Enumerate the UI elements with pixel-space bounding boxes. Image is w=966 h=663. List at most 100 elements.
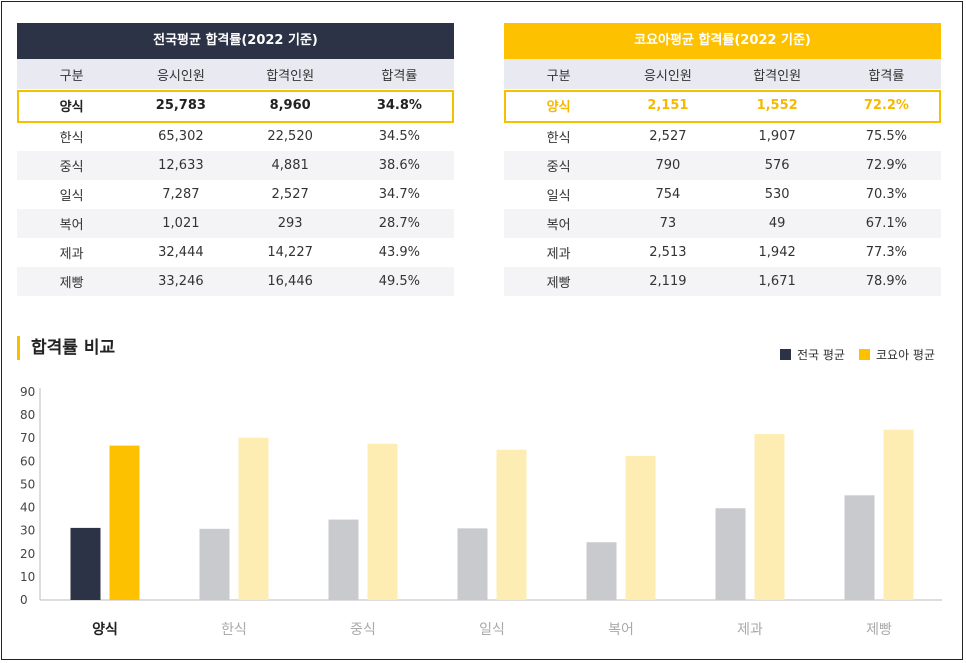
table-cell: 중식 bbox=[17, 151, 127, 180]
bar-koyoa bbox=[367, 443, 398, 600]
bar-national bbox=[199, 528, 230, 600]
table-cell: 25,783 bbox=[126, 89, 236, 122]
table-cell: 293 bbox=[235, 209, 345, 238]
bar-national bbox=[715, 508, 746, 600]
bar-national bbox=[457, 528, 488, 600]
table-cell: 16,446 bbox=[235, 267, 345, 296]
table-cell: 제빵 bbox=[17, 267, 127, 296]
table-row: 제빵 2,119 1,671 78.9% bbox=[504, 267, 941, 296]
table-cell: 양식 bbox=[17, 89, 127, 122]
table-cell: 한식 bbox=[59, 131, 84, 146]
table-cell: 일식 bbox=[59, 189, 84, 204]
table-cell: 제과 bbox=[546, 247, 571, 262]
header-cell: 합격률 bbox=[831, 59, 941, 89]
table-cell: 65,302 bbox=[158, 129, 204, 144]
table-row: 일식 7,287 2,527 34.7% bbox=[17, 180, 454, 209]
national-table-title: 전국평균 합격률(2022 기준) bbox=[17, 23, 454, 59]
table-cell: 2,513 bbox=[649, 245, 687, 260]
bar-koyoa bbox=[109, 445, 140, 600]
table-cell: 양식 bbox=[504, 89, 614, 122]
y-tick-label: 30 bbox=[20, 524, 35, 538]
table-row: 복어 1,021 293 28.7% bbox=[17, 209, 454, 238]
table-header-row: 구분 응시인원 합격인원 합격률 bbox=[504, 59, 941, 89]
table-cell: 2,527 bbox=[649, 129, 687, 144]
national-table: 전국평균 합격률(2022 기준) 구분 응시인원 합격인원 합격률 양식 25… bbox=[17, 23, 454, 296]
x-tick-label: 제과 bbox=[737, 622, 763, 638]
table-cell: 49.5% bbox=[344, 267, 454, 296]
table-row: 일식 754 530 70.3% bbox=[504, 180, 941, 209]
x-tick-label: 중식 bbox=[350, 622, 376, 638]
table-cell: 72.2% bbox=[831, 89, 941, 122]
table-cell: 72.9% bbox=[831, 151, 941, 180]
x-tick-label: 한식 bbox=[221, 622, 247, 638]
bar-koyoa bbox=[754, 434, 785, 600]
table-cell: 2,151 bbox=[613, 89, 723, 122]
y-tick-label: 90 bbox=[20, 385, 35, 399]
bar-national bbox=[328, 519, 359, 600]
table-cell: 8,960 bbox=[235, 89, 345, 122]
bar-koyoa bbox=[883, 429, 914, 600]
koyoa-table-grid: 구분 응시인원 합격인원 합격률 양식 2,151 1,552 72.2% 한식… bbox=[504, 59, 941, 296]
table-cell: 2,119 bbox=[613, 267, 723, 296]
table-cell: 70.3% bbox=[865, 187, 908, 202]
table-cell: 1,552 bbox=[722, 89, 832, 122]
table-cell: 한식 bbox=[546, 131, 571, 146]
table-cell: 34.5% bbox=[378, 129, 421, 144]
table-cell: 1,021 bbox=[126, 209, 236, 238]
table-cell: 43.9% bbox=[378, 245, 421, 260]
legend-swatch bbox=[780, 349, 791, 360]
table-cell: 75.5% bbox=[865, 129, 908, 144]
header-cell: 구분 bbox=[504, 59, 614, 89]
header-cell: 합격인원 bbox=[235, 59, 345, 89]
chart-section-title: 합격률 비교 bbox=[17, 336, 115, 360]
table-cell: 49 bbox=[722, 209, 832, 238]
koyoa-table: 코요아평균 합격률(2022 기준) 구분 응시인원 합격인원 합격률 양식 2… bbox=[504, 23, 941, 296]
table-cell: 4,881 bbox=[235, 151, 345, 180]
bar-national bbox=[70, 527, 101, 600]
table-cell: 73 bbox=[613, 209, 723, 238]
table-cell: 일식 bbox=[546, 189, 571, 204]
table-row: 중식 790 576 72.9% bbox=[504, 151, 941, 180]
y-tick-label: 80 bbox=[20, 408, 35, 422]
table-row: 양식 25,783 8,960 34.8% bbox=[17, 89, 454, 122]
table-cell: 34.8% bbox=[344, 89, 454, 122]
legend-item-koyoa: 코요아 평균 bbox=[858, 346, 935, 363]
table-cell: 67.1% bbox=[831, 209, 941, 238]
legend-item-national: 전국 평균 bbox=[780, 346, 845, 363]
table-cell: 790 bbox=[613, 151, 723, 180]
table-cell: 복어 bbox=[17, 209, 127, 238]
y-tick-label: 10 bbox=[20, 570, 35, 584]
table-cell: 복어 bbox=[504, 209, 614, 238]
header-cell: 합격인원 bbox=[722, 59, 832, 89]
header-cell: 응시인원 bbox=[613, 59, 723, 89]
legend-swatch bbox=[858, 349, 870, 360]
table-cell: 530 bbox=[764, 187, 790, 202]
legend-label: 전국 평균 bbox=[797, 348, 845, 362]
y-tick-label: 0 bbox=[20, 593, 28, 607]
table-row: 복어 73 49 67.1% bbox=[504, 209, 941, 238]
table-row: 제과 2,513 1,942 77.3% bbox=[504, 238, 941, 267]
table-row: 한식 65,302 22,520 34.5% bbox=[17, 122, 454, 151]
bar-koyoa bbox=[238, 437, 269, 600]
y-tick-label: 50 bbox=[20, 477, 35, 491]
table-header-row: 구분 응시인원 합격인원 합격률 bbox=[17, 59, 454, 89]
chart-legend: 전국 평균 코요아 평균 bbox=[780, 346, 935, 363]
table-cell: 12,633 bbox=[126, 151, 236, 180]
header-cell: 합격률 bbox=[344, 59, 454, 89]
table-cell: 576 bbox=[722, 151, 832, 180]
x-tick-label: 복어 bbox=[608, 622, 634, 638]
table-cell: 14,227 bbox=[267, 245, 313, 260]
table-cell: 2,527 bbox=[271, 187, 309, 202]
y-tick-label: 20 bbox=[20, 547, 35, 561]
table-cell: 제빵 bbox=[504, 267, 614, 296]
x-tick-label: 제빵 bbox=[866, 622, 892, 638]
table-cell: 1,942 bbox=[758, 245, 796, 260]
table-row: 제빵 33,246 16,446 49.5% bbox=[17, 267, 454, 296]
legend-label: 코요아 평균 bbox=[875, 348, 935, 362]
table-cell: 1,671 bbox=[722, 267, 832, 296]
table-cell: 1,907 bbox=[758, 129, 796, 144]
national-table-grid: 구분 응시인원 합격인원 합격률 양식 25,783 8,960 34.8% 한… bbox=[17, 59, 454, 296]
table-cell: 754 bbox=[655, 187, 681, 202]
table-cell: 32,444 bbox=[158, 245, 204, 260]
